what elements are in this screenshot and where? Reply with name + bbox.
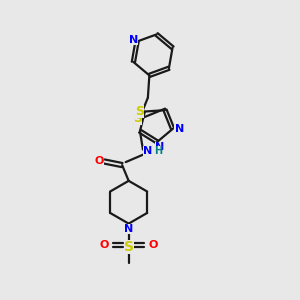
Text: N: N: [175, 124, 184, 134]
Text: O: O: [94, 156, 104, 166]
Text: N: N: [143, 146, 153, 156]
Text: S: S: [133, 112, 142, 125]
Text: S: S: [124, 240, 134, 254]
Text: N: N: [124, 224, 133, 234]
Text: H: H: [154, 146, 162, 156]
Text: O: O: [148, 240, 158, 250]
Text: N: N: [129, 35, 138, 45]
Text: S: S: [135, 105, 144, 118]
Text: N: N: [155, 142, 165, 152]
Text: O: O: [99, 240, 109, 250]
